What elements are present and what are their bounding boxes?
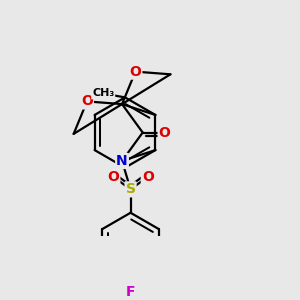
Text: O: O [81,94,93,108]
Text: S: S [126,182,136,196]
Text: O: O [130,64,141,79]
Text: F: F [126,285,135,299]
Text: O: O [159,125,170,140]
Text: N: N [116,154,128,168]
Text: CH₃: CH₃ [92,88,114,98]
Text: O: O [142,170,154,184]
Text: O: O [107,170,119,184]
